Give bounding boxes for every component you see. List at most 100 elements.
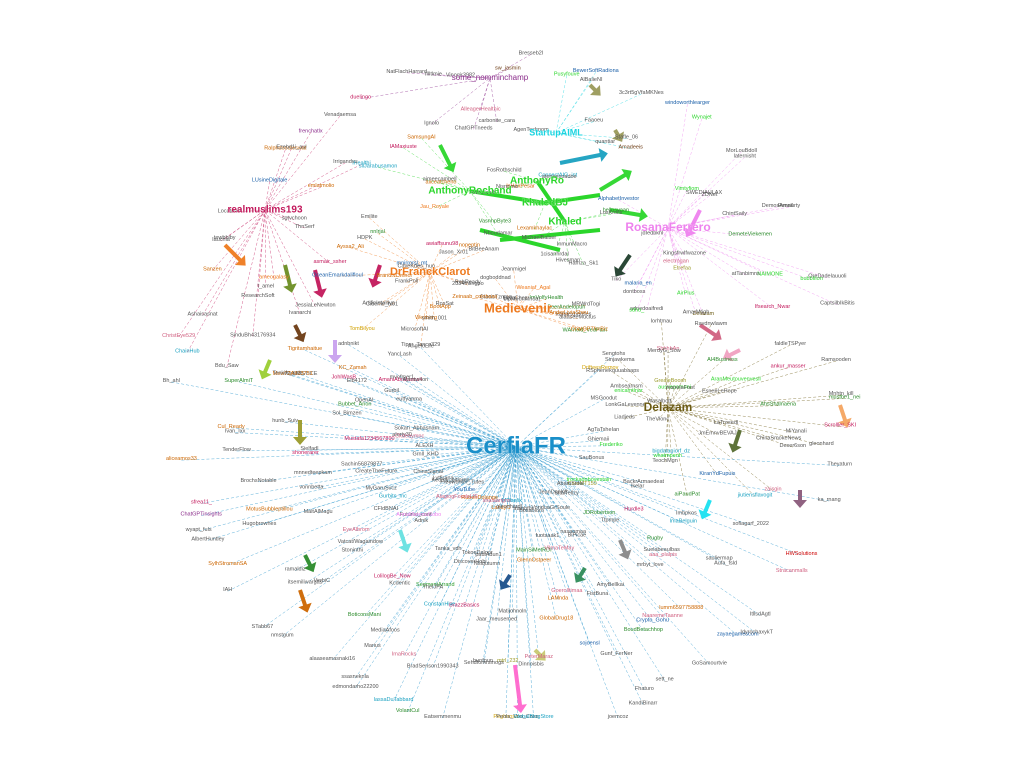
node-label: CayeKdes_nun [397,264,435,270]
edge [512,446,517,613]
node-label: PeterSchiff [469,190,496,196]
edge [264,115,341,211]
node-label: SylhStromanSA [208,561,247,567]
node-label: Jaar_meusemed [476,617,517,623]
edge [403,446,517,656]
node-label: MorLouBdoll [726,148,757,154]
edge [207,446,517,541]
edge [515,440,599,448]
edge [515,446,574,534]
edge [264,148,292,211]
node-label: EsneeLeHope [702,389,737,395]
edge-arrow [598,168,632,192]
node-label: Pusyfouve [554,71,580,77]
node-label: nnlrjal [370,229,385,235]
edge [517,308,567,310]
node-label: ankur_masser [771,363,806,369]
edge [352,446,517,552]
edge [361,446,517,466]
edge [406,72,491,79]
node-label: Grnll_KHD [412,452,438,458]
node-label: AmyBellkai [597,582,624,588]
node-label: HWSolutions [786,551,818,557]
edge [378,271,431,305]
edge [667,227,773,309]
node-label: alaaseeMuclus [559,315,596,321]
edge-arrow [258,359,272,380]
edge [555,80,592,134]
node-label: BiPicae [568,533,587,539]
node-label: vonnbetta [299,485,324,491]
edge [515,446,560,550]
node-label: BradSenson1990343 [407,663,459,669]
node-label: alerty30 [392,432,412,438]
edge [555,93,642,134]
node-label: sett_ne [656,677,674,683]
edge [381,446,517,490]
node-label: RosSat [436,301,455,307]
node-label: sojoensl [580,640,600,646]
edge [489,77,498,122]
edge [376,446,517,473]
edge-arrow [728,429,742,453]
edge-layer [171,54,845,719]
node-label: SWEDIAULAX [686,190,722,196]
edge [511,446,517,502]
edge [517,308,578,319]
node-label: AlagiogFoodsLIS [436,494,478,500]
node-label: TheVlonc [646,417,669,423]
node-label: adnbnikt [338,341,359,347]
edge [515,446,534,719]
edge [489,69,508,79]
edge [564,221,584,265]
edge [348,344,517,448]
node-label: t_amel [258,284,275,290]
node-label: Iauchla [212,237,231,243]
edge [391,391,517,448]
node-label: Dinnoisbis [518,662,544,668]
node-label: ImVolfyHealth [529,295,563,301]
node-label: AranMeutouvenvesil [711,377,761,383]
node-label: Mustafa1234567890 [344,436,394,442]
edge [667,367,789,409]
edge [178,209,266,337]
node-label: Vatcat/Wagaindow [338,539,383,545]
edge [425,446,517,456]
node-label: 3c3rt5gVfaMKNes [619,90,664,96]
arrow-layer [223,83,852,713]
edge [282,446,517,637]
node-label: ChintSaily [722,211,747,217]
node-label: jdIedbkhl [640,231,663,237]
node-label: LaTrosedl [714,420,738,426]
edge [409,437,517,448]
node-label: bigdatagiorf_dz [652,448,690,454]
edge [480,77,491,111]
edge [515,446,524,511]
edge-arrow [298,589,312,613]
edge [372,446,517,647]
hub-label: Delazam [644,400,693,414]
edge [264,186,322,211]
node-label: Eatsemmenmu [424,714,461,720]
node-label: Futurist_conf [400,512,432,518]
node-label: Aufa_fsld [714,561,737,567]
edge [515,446,802,556]
node-label: SitalTellzy [554,490,579,496]
node-label: Ignolo [424,120,439,126]
edge [515,354,614,448]
edge [415,380,517,448]
edge [258,446,517,483]
node-label: ausvepomoni [658,385,691,391]
node-label: 2334mlingpo [452,281,484,287]
node-label: Crypto_Gohu [636,618,669,624]
node-label: MDbefix [502,498,522,504]
edge [506,180,538,189]
edge [515,446,611,587]
node-label: LAMnda [548,596,569,602]
node-label: Ayrntwiton [403,377,429,383]
node-label: KiranYdFupuis [699,471,735,477]
node-label: edmondarho22200 [332,684,378,690]
edge [616,227,669,281]
edge [667,344,791,409]
